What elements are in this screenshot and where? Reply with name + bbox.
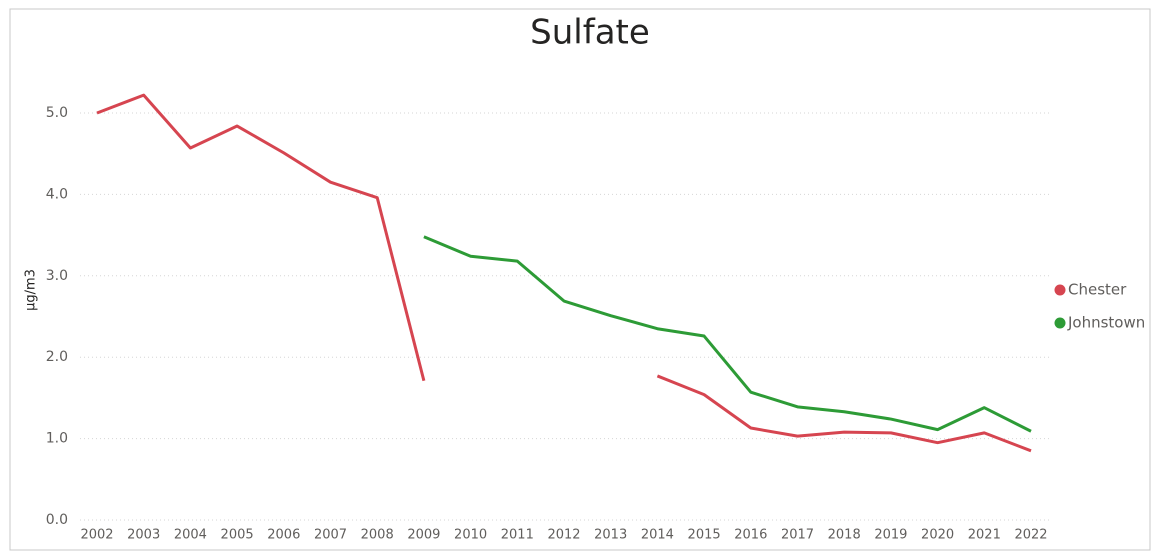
x-tick-label: 2002 [80, 528, 113, 543]
frame [9, 8, 1151, 551]
x-tick-label: 2011 [501, 528, 534, 543]
x-tick-label: 2019 [874, 528, 907, 543]
x-tick-label: 2009 [407, 528, 440, 543]
legend-label: Johnstown [1067, 314, 1145, 332]
x-tick-label: 2018 [828, 528, 861, 543]
legend-marker [1054, 317, 1066, 329]
y-tick-label: 1.0 [46, 431, 68, 447]
x-tick-label: 2008 [361, 528, 394, 543]
y-tick-label: 2.0 [46, 349, 68, 365]
y-tick-label: 5.0 [46, 105, 68, 121]
x-tick-label: 2015 [688, 528, 721, 543]
y-axis-label: µg/m3 [24, 269, 39, 311]
series-line [423, 235, 1032, 433]
x-tick-label: 2017 [781, 528, 814, 543]
x-tick-label: 2003 [127, 528, 160, 543]
y-tick-label: 3.0 [46, 268, 68, 284]
x-tick-label: 2010 [454, 528, 487, 543]
legend-label: Chester [1068, 281, 1127, 299]
y-tick-label: 4.0 [46, 186, 68, 202]
x-tick-label: 2006 [267, 528, 300, 543]
x-tick-label: 2020 [921, 528, 954, 543]
series-line [96, 93, 1032, 453]
chart-title: Sulfate [530, 13, 650, 53]
x-tick-label: 2004 [174, 528, 207, 543]
x-tick-label: 2016 [734, 528, 767, 543]
legend-marker [1054, 284, 1066, 296]
x-tick-label: 2012 [547, 528, 580, 543]
x-tick-label: 2007 [314, 528, 347, 543]
x-tick-label: 2021 [968, 528, 1001, 543]
x-tick-label: 2022 [1014, 528, 1047, 543]
x-tick-label: 2014 [641, 528, 674, 543]
x-tick-label: 2013 [594, 528, 627, 543]
y-tick-label: 0.0 [46, 512, 68, 528]
x-tick-label: 2005 [221, 528, 254, 543]
